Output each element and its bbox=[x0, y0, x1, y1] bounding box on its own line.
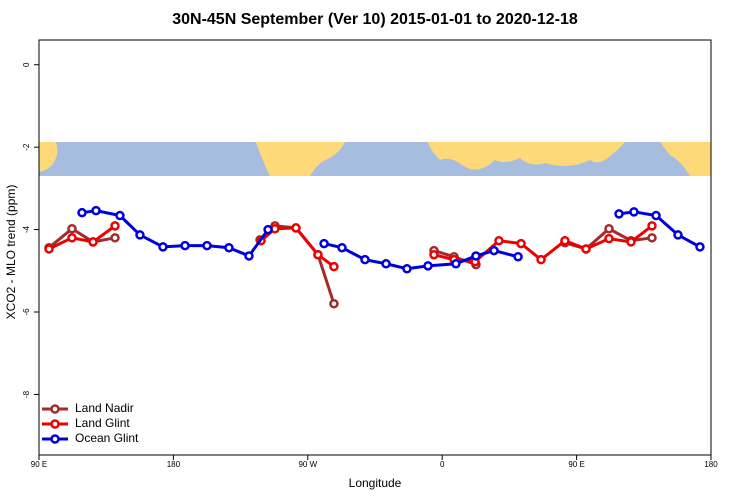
data-point bbox=[244, 251, 254, 261]
data-point bbox=[313, 249, 323, 260]
data-point bbox=[337, 242, 347, 253]
data-point bbox=[263, 224, 273, 235]
data-point bbox=[471, 251, 481, 261]
y-tick-label: -2 bbox=[22, 143, 31, 151]
legend-label: Land Glint bbox=[75, 416, 130, 430]
data-point bbox=[360, 254, 370, 265]
series-line bbox=[258, 224, 336, 305]
data-point bbox=[381, 259, 391, 269]
data-point bbox=[494, 235, 504, 246]
data-point bbox=[180, 240, 190, 251]
data-point bbox=[429, 249, 439, 260]
data-point bbox=[513, 252, 523, 262]
land bbox=[660, 142, 711, 176]
data-point bbox=[91, 205, 101, 216]
legend-marker bbox=[50, 404, 60, 414]
data-point bbox=[115, 210, 125, 221]
data-point bbox=[77, 207, 87, 218]
data-point bbox=[67, 233, 77, 243]
legend-label: Land Nadir bbox=[75, 401, 134, 415]
data-point bbox=[647, 233, 657, 243]
data-point bbox=[629, 207, 639, 217]
data-point bbox=[604, 223, 614, 234]
data-point bbox=[451, 259, 461, 269]
data-point bbox=[651, 210, 661, 221]
data-point bbox=[158, 242, 168, 252]
x-tick-label: 0 bbox=[440, 460, 445, 469]
data-point bbox=[604, 233, 614, 244]
data-point bbox=[329, 299, 339, 309]
data-point bbox=[329, 261, 339, 272]
y-tick-label: -4 bbox=[22, 225, 31, 233]
x-tick-label: 180 bbox=[704, 460, 718, 469]
data-point bbox=[489, 245, 499, 256]
data-point bbox=[319, 238, 329, 249]
y-tick-label: -8 bbox=[22, 390, 31, 398]
data-point bbox=[88, 237, 98, 247]
data-point bbox=[291, 223, 301, 233]
x-tick-label: 90 E bbox=[568, 460, 584, 469]
legend-marker bbox=[50, 419, 60, 429]
chart-title: 30N-45N September (Ver 10) 2015-01-01 to… bbox=[172, 11, 578, 28]
land bbox=[428, 142, 625, 170]
land bbox=[39, 142, 58, 172]
data-point bbox=[647, 221, 657, 231]
data-point bbox=[614, 209, 624, 219]
world-map-strip bbox=[39, 142, 711, 176]
legend-marker bbox=[50, 434, 60, 444]
plot-frame bbox=[38, 39, 712, 456]
data-point bbox=[626, 237, 636, 247]
data-point bbox=[202, 240, 212, 251]
data-point bbox=[516, 238, 526, 249]
data-point bbox=[67, 223, 77, 234]
y-axis-label: XCO2 - MLO trend (ppm) bbox=[4, 185, 18, 320]
series-line bbox=[48, 224, 116, 251]
x-axis-label: Longitude bbox=[349, 476, 402, 490]
legend-label: Ocean Glint bbox=[75, 431, 139, 445]
data-point bbox=[560, 235, 570, 246]
series-line bbox=[81, 209, 270, 258]
data-point bbox=[536, 254, 546, 265]
y-tick-label: -6 bbox=[22, 308, 31, 316]
data-point bbox=[110, 221, 120, 231]
data-point bbox=[44, 244, 54, 254]
series-line bbox=[323, 242, 519, 271]
x-tick-label: 90 W bbox=[298, 460, 317, 469]
data-point bbox=[224, 242, 234, 253]
data-point bbox=[673, 230, 683, 240]
series-line bbox=[48, 226, 116, 249]
y-tick-label: 0 bbox=[22, 62, 31, 67]
data-point bbox=[423, 261, 433, 271]
x-tick-label: 180 bbox=[167, 460, 181, 469]
x-tick-label: 90 E bbox=[31, 460, 47, 469]
data-point bbox=[695, 242, 705, 252]
land bbox=[256, 142, 345, 176]
data-point bbox=[402, 263, 412, 274]
data-point bbox=[135, 230, 145, 240]
data-point bbox=[110, 233, 120, 243]
data-point bbox=[581, 244, 591, 254]
